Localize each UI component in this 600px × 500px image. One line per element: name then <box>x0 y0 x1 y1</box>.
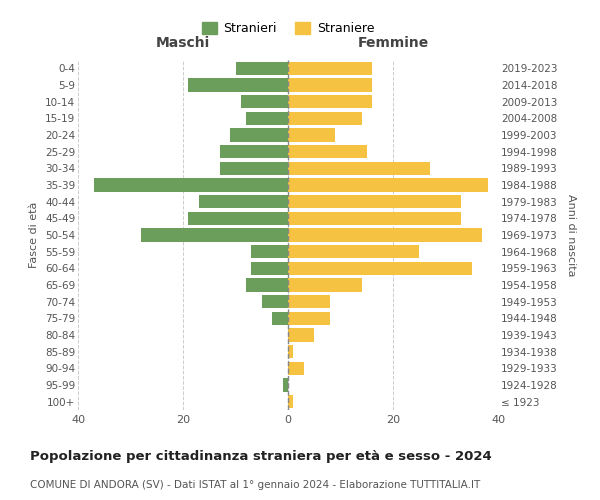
Bar <box>262 295 288 308</box>
Bar <box>288 278 361 291</box>
Bar <box>283 378 288 392</box>
Bar <box>288 362 304 375</box>
Bar <box>288 245 419 258</box>
Bar <box>288 178 487 192</box>
Bar <box>199 195 288 208</box>
Text: Femmine: Femmine <box>358 36 428 50</box>
Bar <box>94 178 288 192</box>
Bar <box>288 345 293 358</box>
Bar <box>288 262 472 275</box>
Y-axis label: Fasce di età: Fasce di età <box>29 202 40 268</box>
Bar <box>141 228 288 241</box>
Y-axis label: Anni di nascita: Anni di nascita <box>566 194 576 276</box>
Legend: Stranieri, Straniere: Stranieri, Straniere <box>197 18 379 40</box>
Bar <box>288 95 372 108</box>
Bar <box>230 128 288 141</box>
Bar <box>246 112 288 125</box>
Bar <box>288 145 367 158</box>
Bar <box>288 112 361 125</box>
Bar <box>288 62 372 75</box>
Bar <box>235 62 288 75</box>
Bar <box>288 395 293 408</box>
Bar <box>220 162 288 175</box>
Text: Maschi: Maschi <box>156 36 210 50</box>
Bar <box>188 212 288 225</box>
Bar <box>288 195 461 208</box>
Bar <box>241 95 288 108</box>
Text: Popolazione per cittadinanza straniera per età e sesso - 2024: Popolazione per cittadinanza straniera p… <box>30 450 492 463</box>
Bar <box>288 212 461 225</box>
Bar <box>288 312 330 325</box>
Text: COMUNE DI ANDORA (SV) - Dati ISTAT al 1° gennaio 2024 - Elaborazione TUTTITALIA.: COMUNE DI ANDORA (SV) - Dati ISTAT al 1°… <box>30 480 480 490</box>
Bar <box>188 78 288 92</box>
Bar <box>251 262 288 275</box>
Bar <box>251 245 288 258</box>
Bar <box>246 278 288 291</box>
Bar <box>288 295 330 308</box>
Bar <box>288 162 430 175</box>
Bar <box>288 328 314 342</box>
Bar <box>220 145 288 158</box>
Bar <box>288 78 372 92</box>
Bar <box>272 312 288 325</box>
Bar <box>288 128 335 141</box>
Bar <box>288 228 482 241</box>
